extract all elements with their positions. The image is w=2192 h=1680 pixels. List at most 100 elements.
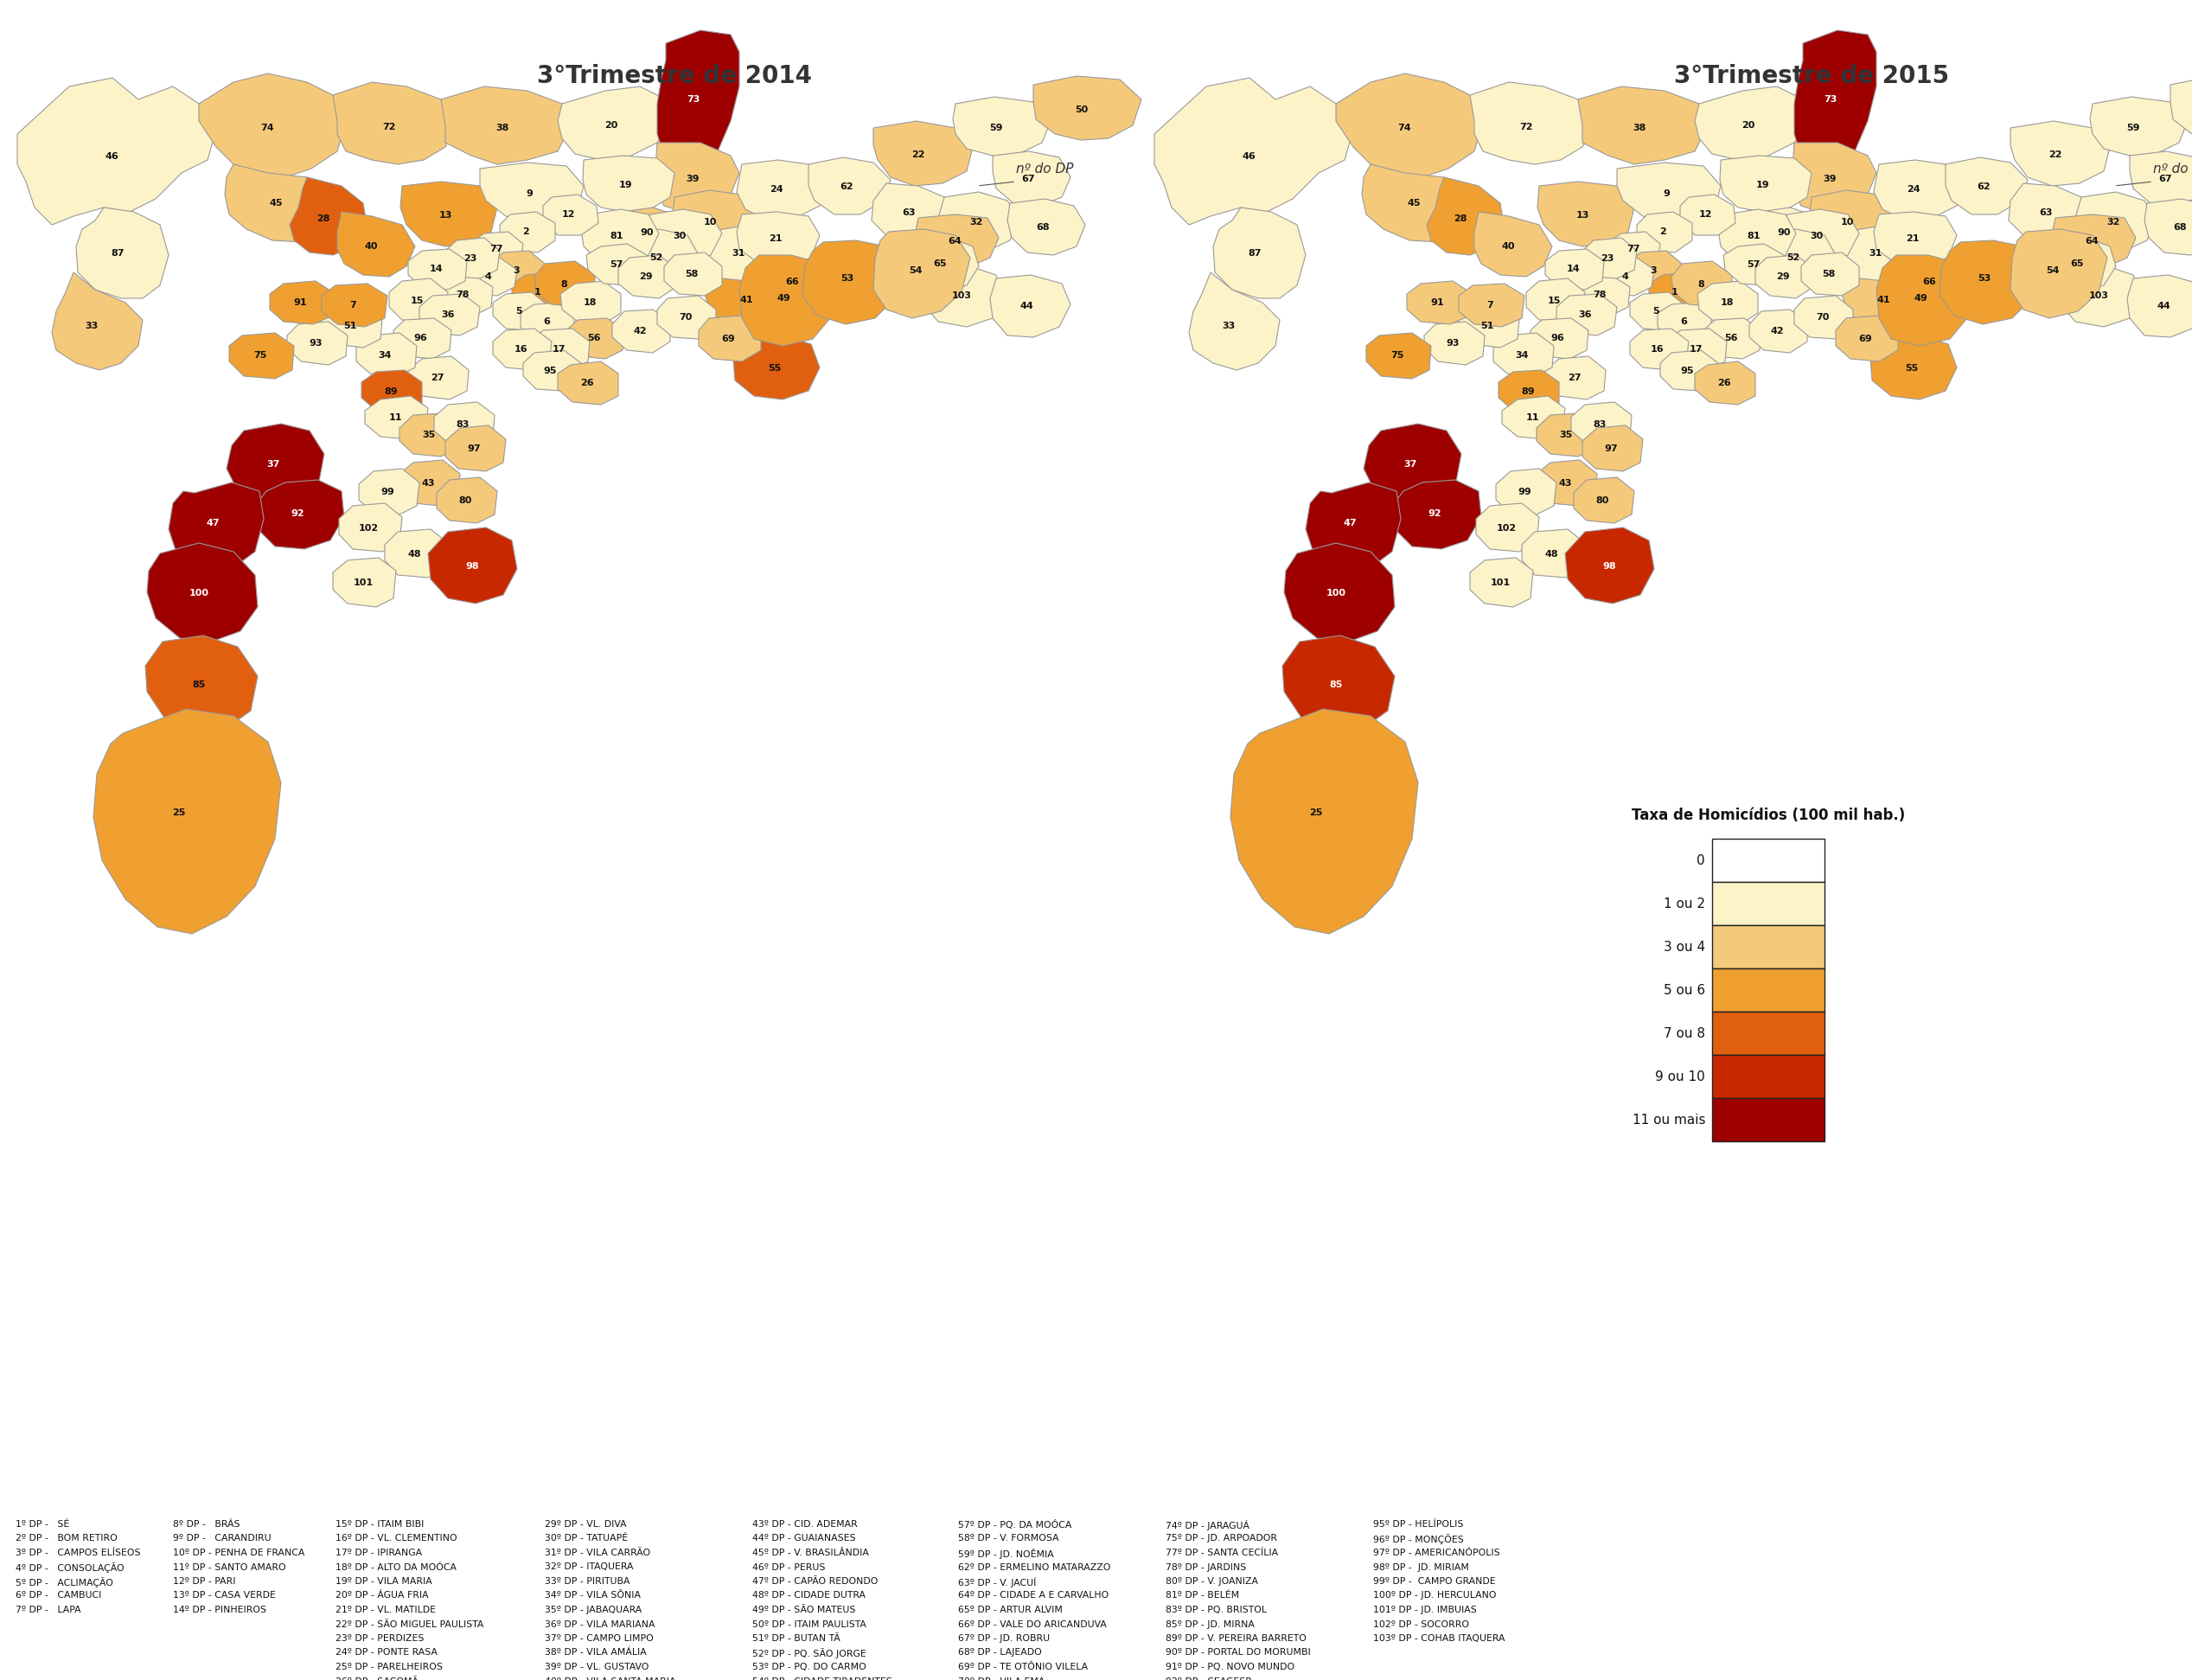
Text: 14: 14 <box>430 265 443 274</box>
Text: 7: 7 <box>1486 301 1493 309</box>
Polygon shape <box>658 296 717 339</box>
Text: 51º DP - BUTAN TÃ: 51º DP - BUTAN TÃ <box>752 1635 840 1643</box>
Text: 14: 14 <box>1567 265 1580 274</box>
Text: 9: 9 <box>526 190 533 198</box>
Polygon shape <box>1471 82 1596 165</box>
Text: 8º DP -   BRÁS: 8º DP - BRÁS <box>173 1520 239 1529</box>
Polygon shape <box>2043 239 2115 292</box>
Text: 81: 81 <box>609 232 623 240</box>
Text: 53: 53 <box>1977 274 1990 282</box>
Text: 64: 64 <box>947 237 962 245</box>
Polygon shape <box>480 163 583 223</box>
Text: 2: 2 <box>522 227 530 237</box>
Polygon shape <box>145 635 259 732</box>
Polygon shape <box>287 321 349 365</box>
Text: 30º DP - TATUAPÉ: 30º DP - TATUAPÉ <box>546 1534 627 1542</box>
Text: 10: 10 <box>1841 218 1854 227</box>
Text: nº do DP: nº do DP <box>2153 163 2192 175</box>
Text: 16: 16 <box>1651 344 1664 354</box>
Text: 72: 72 <box>381 123 397 131</box>
Polygon shape <box>1499 370 1559 413</box>
Text: 66: 66 <box>785 277 798 286</box>
Polygon shape <box>1282 635 1394 732</box>
Text: 58: 58 <box>1822 270 1835 279</box>
Polygon shape <box>1471 558 1532 606</box>
Text: 59: 59 <box>989 123 1004 133</box>
Text: 16º DP - VL. CLEMENTINO: 16º DP - VL. CLEMENTINO <box>335 1534 458 1542</box>
Polygon shape <box>1230 709 1418 934</box>
Text: 7 ou 8: 7 ou 8 <box>1664 1026 1705 1040</box>
Polygon shape <box>1723 244 1784 286</box>
Text: 9: 9 <box>1664 190 1670 198</box>
Polygon shape <box>1870 336 1957 400</box>
Text: 67: 67 <box>2159 175 2172 183</box>
Text: 89: 89 <box>1521 388 1534 396</box>
Polygon shape <box>872 121 973 186</box>
Polygon shape <box>954 97 1050 156</box>
Polygon shape <box>1306 482 1401 571</box>
Polygon shape <box>1188 272 1280 370</box>
Text: 85: 85 <box>1328 680 1344 689</box>
Text: 75º DP - JD. ARPOADOR: 75º DP - JD. ARPOADOR <box>1166 1534 1278 1542</box>
Text: 96: 96 <box>1552 334 1565 343</box>
Polygon shape <box>1657 302 1712 341</box>
Text: 0: 0 <box>1697 853 1705 867</box>
Polygon shape <box>1285 543 1394 642</box>
Polygon shape <box>1721 156 1811 212</box>
Text: 63: 63 <box>901 208 916 217</box>
Text: 57: 57 <box>1747 260 1760 269</box>
Text: 96º DP - MONÇÕES: 96º DP - MONÇÕES <box>1372 1534 1464 1544</box>
Text: 46: 46 <box>1243 153 1256 161</box>
Polygon shape <box>1694 86 1806 160</box>
Polygon shape <box>1475 212 1552 277</box>
Text: 95: 95 <box>1681 366 1694 375</box>
Text: 67º DP - JD. ROBRU: 67º DP - JD. ROBRU <box>958 1635 1050 1643</box>
Polygon shape <box>419 294 480 336</box>
Polygon shape <box>1600 257 1655 296</box>
Text: 3 ou 4: 3 ou 4 <box>1664 941 1705 953</box>
Text: 99º DP -  CAMPO GRANDE: 99º DP - CAMPO GRANDE <box>1372 1578 1495 1586</box>
Polygon shape <box>147 543 259 642</box>
Text: 74: 74 <box>261 124 274 133</box>
Polygon shape <box>226 165 342 242</box>
Polygon shape <box>254 480 344 549</box>
Polygon shape <box>557 86 671 160</box>
Bar <box>1712 1099 1824 1141</box>
Text: 19: 19 <box>618 180 631 190</box>
Text: 77: 77 <box>1626 244 1640 254</box>
Text: 42: 42 <box>1771 326 1784 336</box>
Text: 52º DP - PQ. SÃO JORGE: 52º DP - PQ. SÃO JORGE <box>752 1648 866 1658</box>
Text: 54º DP - CIDADE TIRADENTES: 54º DP - CIDADE TIRADENTES <box>752 1677 892 1680</box>
Text: 92: 92 <box>292 509 305 517</box>
Text: 13: 13 <box>438 212 452 220</box>
Polygon shape <box>905 239 980 292</box>
Text: 47: 47 <box>206 519 219 528</box>
Text: 72: 72 <box>1519 123 1532 131</box>
Polygon shape <box>1758 228 1835 286</box>
Polygon shape <box>18 77 217 225</box>
Polygon shape <box>434 402 495 445</box>
Text: 40: 40 <box>364 242 377 250</box>
Polygon shape <box>390 279 447 321</box>
Text: 25: 25 <box>173 808 186 816</box>
Text: 30: 30 <box>1811 232 1824 240</box>
Polygon shape <box>2010 121 2111 186</box>
Text: 3°Trimestre de 2015: 3°Trimestre de 2015 <box>1675 64 1949 87</box>
Polygon shape <box>500 212 555 252</box>
Polygon shape <box>463 257 517 296</box>
Polygon shape <box>701 227 780 281</box>
Text: 65: 65 <box>934 260 947 269</box>
Polygon shape <box>1946 158 2028 215</box>
Text: 26: 26 <box>1719 378 1732 388</box>
Text: 25º DP - PARELHEIROS: 25º DP - PARELHEIROS <box>335 1663 443 1672</box>
Text: 28: 28 <box>1453 215 1466 223</box>
Text: 26º DP - SACOMÃ: 26º DP - SACOMÃ <box>335 1677 419 1680</box>
Text: 91: 91 <box>294 299 307 307</box>
Polygon shape <box>1495 469 1556 514</box>
Polygon shape <box>544 195 598 235</box>
Polygon shape <box>1392 480 1482 549</box>
Text: 39º DP - VL. GUSTAVO: 39º DP - VL. GUSTAVO <box>546 1663 649 1672</box>
Text: 95: 95 <box>544 366 557 375</box>
Polygon shape <box>1578 86 1708 165</box>
Text: 53º DP - PQ. DO CARMO: 53º DP - PQ. DO CARMO <box>752 1663 866 1672</box>
